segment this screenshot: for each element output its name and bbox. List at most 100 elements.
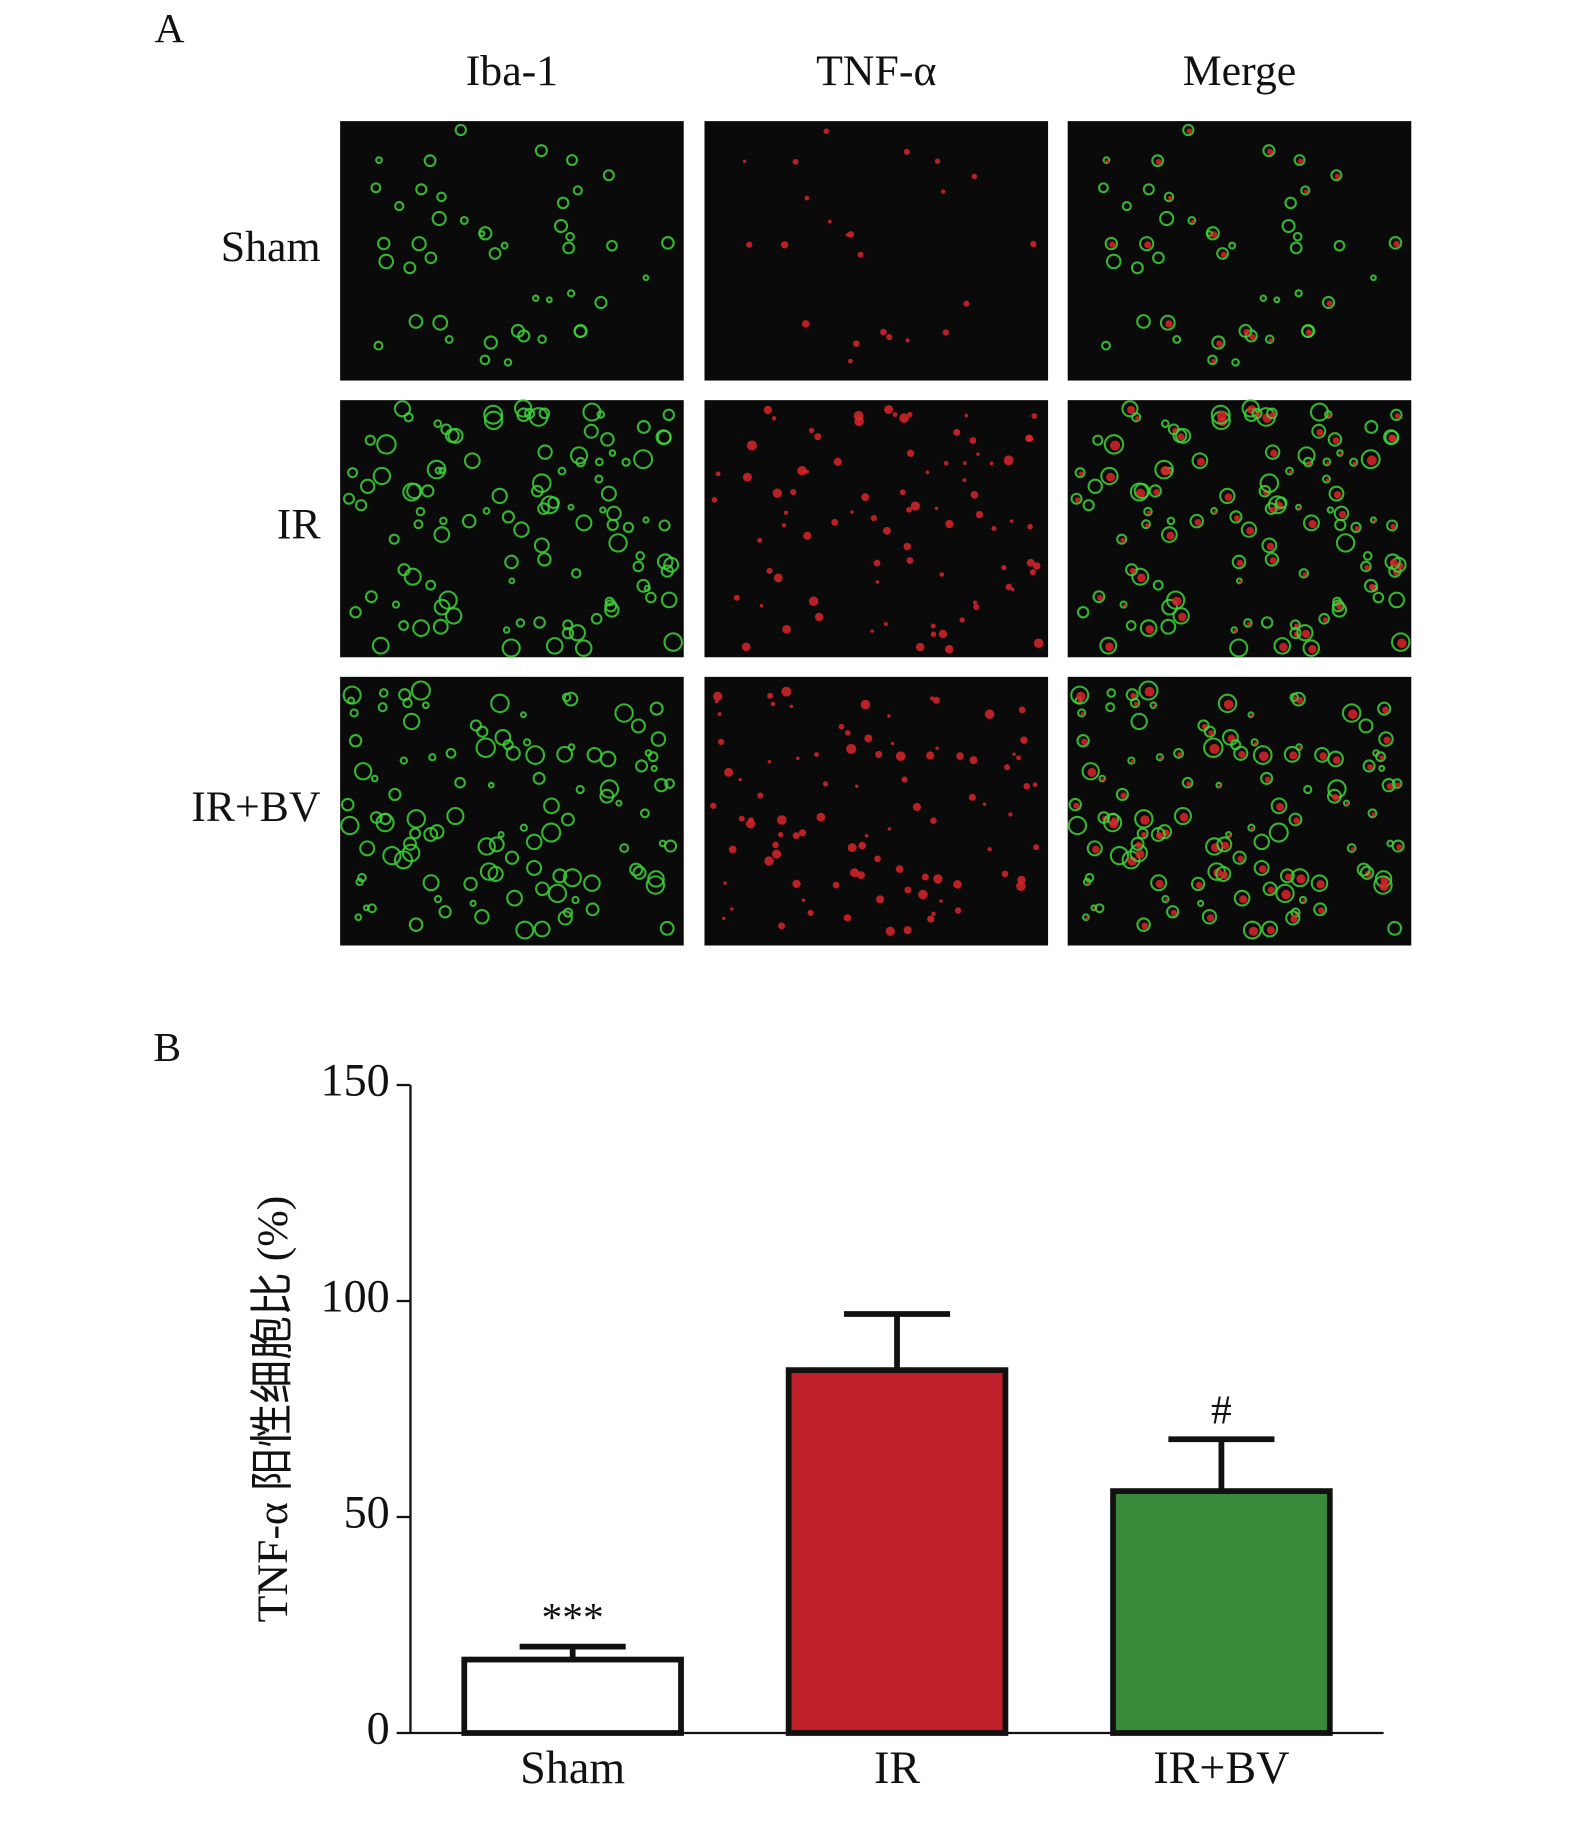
micrograph-background [1067, 121, 1412, 381]
cell-green [1346, 843, 1357, 854]
cell-green [1143, 506, 1153, 517]
cell-green [1384, 553, 1401, 570]
cell-green [1264, 444, 1281, 460]
cell-green [342, 492, 355, 505]
cell-red [921, 873, 929, 881]
cell-red [717, 738, 725, 745]
cell-red [1133, 701, 1139, 707]
cell-green [411, 236, 427, 252]
cell-green [1203, 737, 1224, 758]
cell-green [1131, 567, 1150, 586]
cell-green [1359, 865, 1375, 880]
cell-green [1189, 513, 1205, 529]
cell-green [1098, 774, 1107, 783]
cell-green [1253, 859, 1270, 876]
cell-red [1216, 410, 1227, 421]
cell-green [594, 295, 608, 310]
cell-red [1270, 411, 1276, 418]
panel-label: B [153, 1024, 181, 1070]
cell-red [1027, 523, 1033, 530]
cell-green [552, 868, 568, 884]
cell-red [797, 465, 807, 476]
cell-green [1291, 691, 1306, 707]
cell-red [1247, 622, 1252, 627]
cell-green [355, 499, 368, 512]
cell-green [1217, 693, 1238, 714]
cell-red [953, 880, 962, 889]
cell-red [1145, 523, 1150, 528]
cell-red [827, 219, 832, 224]
cell-green [1191, 452, 1209, 470]
cell-red [796, 756, 800, 761]
cell-red [1386, 782, 1394, 790]
cell-red [792, 879, 801, 889]
cell-green [1288, 812, 1303, 827]
cell-green [575, 514, 593, 532]
row-label: Sham [221, 223, 321, 271]
cell-green [1321, 295, 1336, 310]
cell-green [545, 296, 553, 304]
cell-green [1330, 169, 1343, 182]
cell-green [1102, 156, 1111, 165]
cell-red [1159, 756, 1163, 761]
cell-red [886, 334, 893, 341]
cell-red [1332, 437, 1340, 444]
cell-green [1302, 639, 1321, 657]
cell-red [777, 831, 784, 838]
cell-red [782, 624, 791, 634]
cell-red [1364, 564, 1370, 571]
cell-red [1389, 558, 1398, 567]
cell-green [632, 865, 647, 880]
cell-green [410, 680, 431, 701]
cell-green [1076, 734, 1090, 748]
cell-red [807, 909, 814, 916]
cell-green [1356, 862, 1371, 877]
cell-green [445, 747, 457, 759]
cell-red [1144, 686, 1155, 697]
cell-red [1239, 895, 1248, 904]
cell-green [479, 862, 499, 881]
bar [1110, 1488, 1333, 1736]
cell-red [816, 812, 826, 822]
cell-red [801, 320, 810, 328]
cell-red [745, 819, 756, 829]
cell-green [1284, 196, 1297, 210]
cell-red [1366, 455, 1377, 466]
cell-green [483, 404, 504, 425]
cell-green [515, 618, 526, 628]
cell-red [930, 696, 935, 701]
cell-green [1259, 294, 1268, 302]
cell-red [733, 594, 740, 601]
cell-green [1335, 533, 1356, 553]
cell-red [989, 461, 994, 466]
cell-red [1153, 489, 1160, 496]
cell-green [1253, 833, 1271, 851]
cell-green [502, 739, 514, 751]
cell-green [1104, 236, 1119, 251]
cell-green [415, 506, 426, 517]
cell-green [1230, 739, 1242, 751]
cell-green [566, 154, 578, 167]
cell-green [642, 516, 650, 524]
cell-green [1182, 123, 1195, 137]
cell-green [608, 449, 617, 457]
cell-red [1074, 497, 1081, 503]
cell-green [388, 533, 400, 545]
cell-green [446, 806, 465, 826]
cell-red [1018, 706, 1026, 714]
cell-green [640, 808, 650, 819]
cell-red [738, 777, 742, 782]
cell-green [556, 745, 574, 763]
cell-green [1273, 296, 1281, 304]
cell-green [377, 236, 391, 251]
cell-red [1350, 847, 1356, 852]
cell-red [1246, 526, 1255, 535]
cell-green [1215, 865, 1232, 883]
cell-red [814, 612, 824, 622]
cell-green [537, 444, 553, 460]
cell-red [1334, 173, 1341, 180]
cell-red [1308, 645, 1317, 654]
cell-green [1283, 745, 1301, 763]
cell-green [1094, 903, 1105, 914]
cell-red [1211, 358, 1217, 364]
